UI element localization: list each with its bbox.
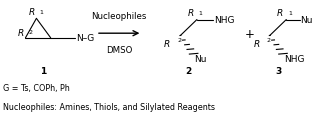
Text: 2: 2 [266,37,270,42]
Text: 3: 3 [275,67,281,76]
Text: NHG: NHG [284,54,304,63]
Text: R: R [277,9,283,18]
Text: Nucleophiles: Amines, Thiols, and Silylated Reagents: Nucleophiles: Amines, Thiols, and Silyla… [3,102,215,111]
Text: R: R [28,8,35,17]
Text: 1: 1 [199,11,203,16]
Text: 2: 2 [186,67,192,76]
Text: R: R [254,40,260,48]
Text: 1: 1 [40,67,46,76]
Text: DMSO: DMSO [106,45,132,54]
Text: Nu: Nu [194,54,207,63]
Text: 1: 1 [40,10,44,15]
Text: R: R [18,28,24,37]
Text: G = Ts, COPh, Ph: G = Ts, COPh, Ph [3,84,70,93]
Text: Nucleophiles: Nucleophiles [91,11,147,20]
Text: +: + [245,27,255,40]
Text: 1: 1 [288,11,292,16]
Text: N–G: N–G [76,34,95,43]
Text: Nu: Nu [300,16,313,25]
Text: 2: 2 [177,37,181,42]
Text: NHG: NHG [214,16,235,25]
Text: R: R [187,9,194,18]
Text: R: R [164,40,170,48]
Text: 2: 2 [28,30,32,35]
